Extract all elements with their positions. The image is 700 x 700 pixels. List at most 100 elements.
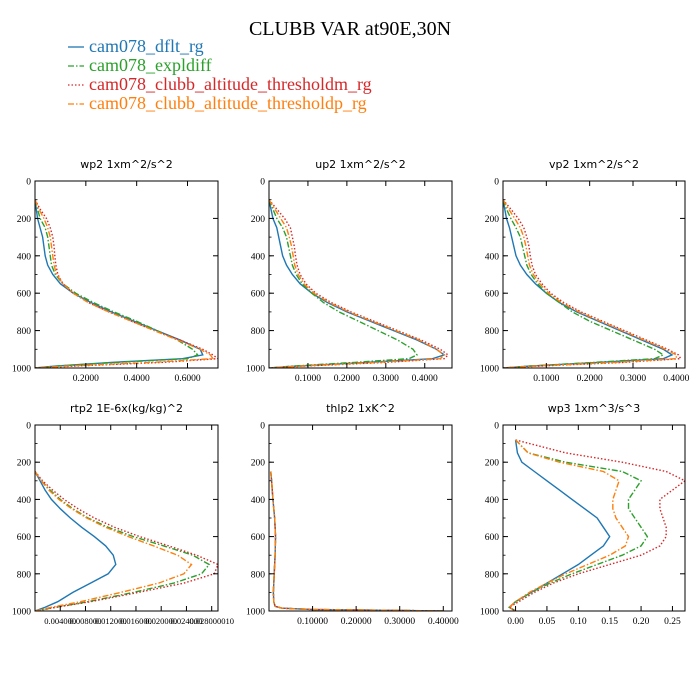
chart-panel: thlp2 1xK^2 0 200 400 600 800 1000 0.10000 0.200… [246, 402, 459, 627]
y-tick-label: 0 [260, 178, 265, 188]
x-tick-label: 0.3000 [620, 374, 646, 384]
plot-frame [268, 180, 453, 369]
y-tick-label: 600 [251, 290, 266, 300]
x-tick-label: 0.4000 [663, 374, 689, 384]
y-tick-label: 800 [251, 327, 266, 337]
y-tick-label: 0 [26, 422, 31, 432]
y-tick-label: 800 [251, 570, 266, 580]
x-tick-label: 0.016000 [120, 616, 152, 626]
x-tick-label: 0.40000 [428, 617, 459, 627]
series-line [503, 199, 665, 368]
series-line [508, 439, 649, 611]
y-tick-label: 1000 [246, 365, 265, 375]
x-tick-label: 0.15 [601, 617, 618, 627]
y-tick-label: 600 [485, 533, 500, 543]
series-line [35, 471, 193, 611]
series-line [503, 199, 682, 368]
series-line [35, 471, 211, 611]
legend-item: cam078_dflt_rg [68, 36, 204, 56]
x-tick-label: 0.1000 [533, 374, 559, 384]
y-tick-label: 0 [494, 422, 499, 432]
legend-item: cam078_expldiff [68, 55, 212, 75]
y-tick-label: 1000 [480, 608, 499, 618]
y-tick-label: 200 [17, 215, 32, 225]
y-tick-label: 600 [17, 290, 32, 300]
series-line [270, 471, 444, 611]
series-line [35, 199, 204, 368]
chart-panel: wp2 1xm^2/s^2 0 200 400 600 800 1000 0.2000 0.40… [12, 158, 219, 384]
chart-panel: vp2 1xm^2/s^2 0 200 400 600 800 1000 0.1000 0.20… [480, 158, 690, 384]
figure-title: CLUBB VAR at90E,30N [249, 18, 451, 40]
plot-frame [34, 424, 219, 612]
x-tick-label: 0.20 [633, 617, 650, 627]
series-line [35, 199, 215, 368]
y-tick-label: 400 [251, 496, 266, 506]
x-tick-label: 0.008000 [70, 616, 102, 626]
y-tick-label: 400 [17, 252, 32, 262]
plot-frame [34, 180, 219, 369]
series-line [269, 199, 450, 368]
x-tick-label: 0.6000 [174, 374, 200, 384]
y-tick-label: 0 [260, 422, 265, 432]
x-tick-label: 0.4000 [412, 374, 438, 384]
series-line [508, 439, 630, 611]
series-line [35, 471, 218, 611]
chart-panel: rtp2 1E-6x(kg/kg)^2 0 200 400 600 800 1000 0.00… [12, 402, 234, 626]
series-line [35, 471, 117, 611]
x-tick-label: 0.2000 [577, 374, 603, 384]
legend-item: cam078_clubb_altitude_thresholdm_rg [68, 74, 372, 94]
x-tick-label: 0.3000 [373, 374, 399, 384]
y-tick-label: 800 [17, 570, 32, 580]
x-tick-label: 0.028000010 [189, 616, 234, 626]
y-tick-label: 1000 [480, 365, 499, 375]
y-tick-label: 200 [251, 459, 266, 469]
y-tick-label: 1000 [12, 608, 31, 618]
y-tick-label: 800 [17, 327, 32, 337]
y-tick-label: 200 [251, 215, 266, 225]
panel-title: wp3 1xm^3/s^3 [548, 402, 641, 415]
plot-frame [268, 424, 453, 612]
y-tick-label: 600 [251, 533, 266, 543]
series-line [503, 199, 678, 368]
legend: cam078_dflt_rgcam078_expldiffcam078_club… [68, 36, 372, 113]
x-tick-label: 0.05 [539, 617, 556, 627]
series-line [269, 199, 446, 368]
y-tick-label: 400 [17, 496, 32, 506]
panel-title: vp2 1xm^2/s^2 [549, 158, 639, 171]
x-tick-label: 0.004000 [44, 616, 76, 626]
x-tick-label: 0.10000 [297, 617, 328, 627]
chart-panel: up2 1xm^2/s^2 0 200 400 600 800 1000 0.1000 0.20… [246, 158, 453, 384]
x-tick-label: 0.012000 [95, 616, 127, 626]
series-line [269, 199, 419, 368]
series-line [507, 439, 685, 611]
x-tick-label: 0.00 [507, 617, 524, 627]
chart-panel: wp3 1xm^3/s^3 0 200 400 600 800 1000 0.00 0.05 0.… [480, 402, 686, 627]
legend-label: cam078_clubb_altitude_thresholdm_rg [89, 74, 372, 94]
series-line [270, 471, 444, 611]
x-tick-label: 0.30000 [384, 617, 415, 627]
legend-label: cam078_clubb_altitude_thresholdp_rg [89, 93, 367, 113]
legend-label: cam078_dflt_rg [89, 36, 204, 56]
series-line [270, 471, 444, 611]
y-tick-label: 600 [485, 290, 500, 300]
series-line [508, 439, 611, 611]
y-tick-label: 800 [485, 570, 500, 580]
x-tick-label: 0.024000 [171, 616, 203, 626]
y-tick-label: 0 [26, 178, 31, 188]
y-tick-label: 200 [485, 459, 500, 469]
x-tick-label: 0.1000 [295, 374, 321, 384]
x-tick-label: 0.2000 [73, 374, 99, 384]
series-line [270, 471, 444, 611]
x-tick-label: 0.020000 [145, 616, 177, 626]
y-tick-label: 400 [485, 496, 500, 506]
panel-title: rtp2 1E-6x(kg/kg)^2 [70, 402, 183, 415]
y-tick-label: 1000 [12, 365, 31, 375]
series-line [503, 199, 674, 368]
y-tick-label: 200 [17, 459, 32, 469]
panel-title: wp2 1xm^2/s^2 [80, 158, 173, 171]
plot-frame [502, 180, 686, 369]
y-tick-label: 600 [17, 533, 32, 543]
y-tick-label: 800 [485, 327, 500, 337]
panel-title: thlp2 1xK^2 [326, 402, 395, 415]
